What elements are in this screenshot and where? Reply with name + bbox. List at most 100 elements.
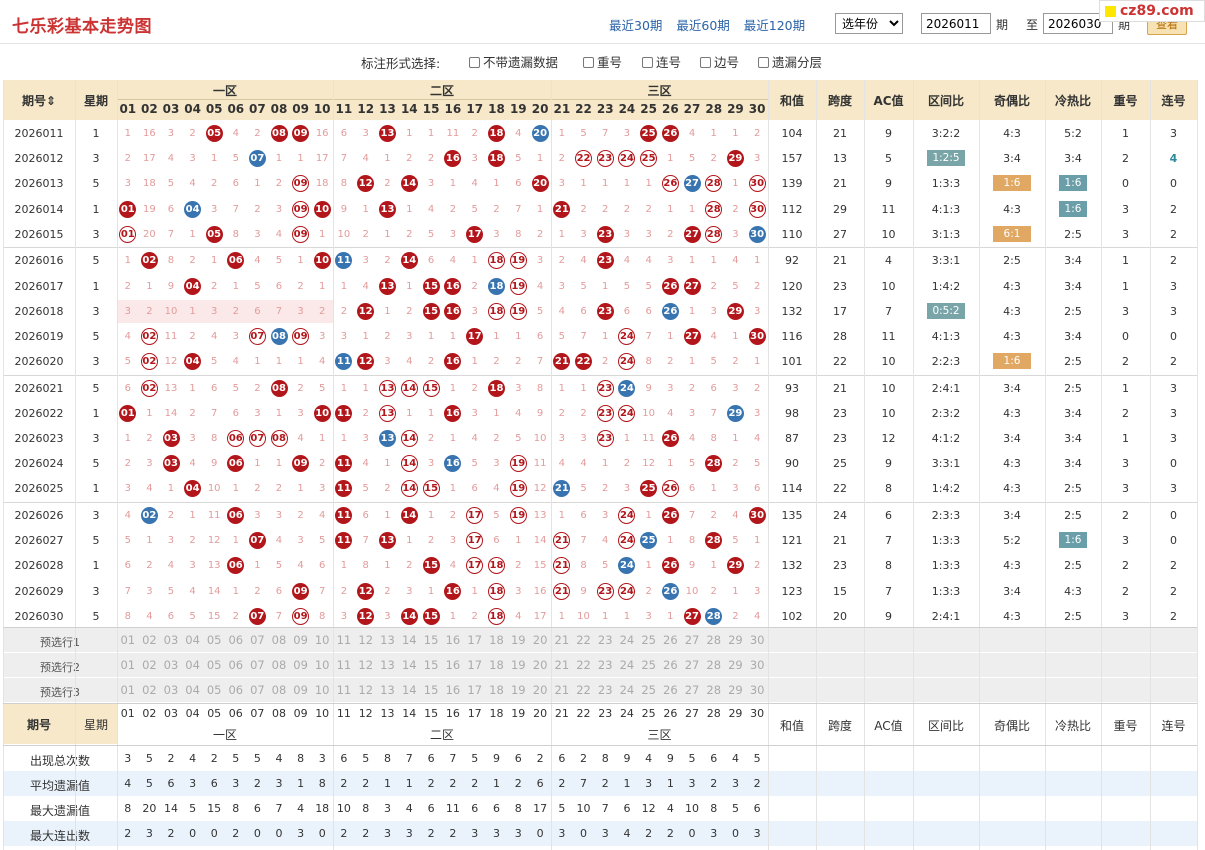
- drawn-number-ball[interactable]: 15: [422, 277, 440, 295]
- preselect-number[interactable]: 16: [445, 683, 461, 697]
- drawn-number-ball[interactable]: 18: [488, 379, 505, 397]
- drawn-number-ball[interactable]: 14: [400, 607, 418, 625]
- drawn-number-ball[interactable]: 18: [488, 277, 505, 295]
- drawn-number-ball[interactable]: 26: [661, 480, 679, 498]
- drawn-number-ball[interactable]: 13: [379, 277, 396, 295]
- drawn-number-ball[interactable]: 24: [618, 353, 636, 371]
- preselect-number[interactable]: 08: [271, 658, 287, 672]
- checkbox-icon[interactable]: [583, 57, 594, 68]
- drawn-number-ball[interactable]: 17: [466, 557, 484, 575]
- drawn-number-ball[interactable]: 23: [596, 150, 614, 168]
- drawn-number-ball[interactable]: 13: [379, 125, 396, 142]
- preselect-number[interactable]: 06: [228, 683, 244, 697]
- preselect-number[interactable]: 04: [185, 633, 200, 647]
- preselect-number[interactable]: 24: [619, 683, 635, 697]
- drawn-number-ball[interactable]: 09: [292, 607, 310, 625]
- preselect-number[interactable]: 28: [706, 633, 722, 647]
- preselect-number[interactable]: 02: [142, 683, 157, 697]
- drawn-number-ball[interactable]: 14: [400, 455, 418, 473]
- checkbox-icon[interactable]: [642, 57, 653, 68]
- preselect-number[interactable]: 14: [401, 658, 417, 672]
- drawn-number-ball[interactable]: 28: [705, 200, 723, 218]
- preselect-number[interactable]: 19: [510, 633, 526, 647]
- drawn-number-ball[interactable]: 04: [184, 480, 202, 498]
- preselect-number[interactable]: 21: [554, 633, 570, 647]
- preselect-number[interactable]: 21: [554, 683, 570, 697]
- drawn-number-ball[interactable]: 07: [248, 150, 266, 168]
- drawn-number-ball[interactable]: 24: [618, 557, 636, 575]
- drawn-number-ball[interactable]: 29: [726, 404, 744, 422]
- preselect-number[interactable]: 01: [120, 683, 136, 697]
- checkbox-icon[interactable]: [700, 57, 711, 68]
- drawn-number-ball[interactable]: 30: [748, 506, 766, 524]
- preselect-number[interactable]: 23: [597, 683, 613, 697]
- drawn-number-ball[interactable]: 30: [748, 327, 766, 345]
- preselect-number[interactable]: 09: [293, 633, 308, 647]
- preselect-number[interactable]: 06: [228, 658, 244, 672]
- drawn-number-ball[interactable]: 17: [466, 327, 484, 345]
- preselect-number[interactable]: 16: [445, 633, 461, 647]
- option-repeat[interactable]: 重号: [583, 52, 622, 71]
- preselect-number[interactable]: 04: [185, 683, 200, 697]
- drawn-number-ball[interactable]: 06: [227, 455, 245, 473]
- option-miss-layer[interactable]: 遗漏分层: [758, 52, 822, 71]
- preselect-number[interactable]: 17: [467, 658, 483, 672]
- preselect-number[interactable]: 26: [663, 633, 678, 647]
- drawn-number-ball[interactable]: 02: [140, 327, 158, 345]
- drawn-number-ball[interactable]: 08: [270, 327, 288, 345]
- option-consecutive[interactable]: 连号: [642, 52, 681, 71]
- preselect-number[interactable]: 07: [250, 633, 265, 647]
- preselect-number[interactable]: 30: [749, 683, 765, 697]
- drawn-number-ball[interactable]: 07: [248, 607, 266, 625]
- drawn-number-ball[interactable]: 06: [227, 557, 245, 575]
- drawn-number-ball[interactable]: 06: [227, 506, 245, 524]
- preselect-number[interactable]: 29: [728, 633, 743, 647]
- drawn-number-ball[interactable]: 18: [488, 252, 505, 270]
- preselect-number[interactable]: 25: [641, 633, 656, 647]
- drawn-number-ball[interactable]: 23: [596, 582, 614, 600]
- drawn-number-ball[interactable]: 06: [227, 252, 245, 270]
- drawn-number-ball[interactable]: 11: [335, 404, 353, 422]
- drawn-number-ball[interactable]: 11: [335, 506, 353, 524]
- preselect-number[interactable]: 10: [314, 658, 330, 672]
- drawn-number-ball[interactable]: 13: [379, 430, 396, 447]
- preselect-number[interactable]: 13: [380, 633, 395, 647]
- drawn-number-ball[interactable]: 11: [335, 252, 353, 270]
- preselect-number[interactable]: 30: [749, 658, 765, 672]
- preselect-number[interactable]: 19: [510, 683, 526, 697]
- drawn-number-ball[interactable]: 10: [313, 404, 331, 422]
- preselect-number[interactable]: 13: [380, 658, 395, 672]
- drawn-number-ball[interactable]: 18: [488, 302, 505, 320]
- drawn-number-ball[interactable]: 14: [400, 379, 418, 397]
- preselect-number[interactable]: 05: [206, 633, 222, 647]
- drawn-number-ball[interactable]: 26: [661, 277, 679, 295]
- drawn-number-ball[interactable]: 26: [661, 430, 679, 447]
- drawn-number-ball[interactable]: 02: [140, 379, 158, 397]
- drawn-number-ball[interactable]: 24: [618, 532, 636, 550]
- preselect-number[interactable]: 27: [684, 633, 700, 647]
- preselect-number[interactable]: 12: [358, 683, 374, 697]
- drawn-number-ball[interactable]: 14: [400, 430, 418, 447]
- preselect-number[interactable]: 05: [206, 683, 222, 697]
- drawn-number-ball[interactable]: 19: [509, 252, 527, 270]
- preselect-number[interactable]: 14: [401, 683, 417, 697]
- preselect-number[interactable]: 02: [142, 633, 157, 647]
- drawn-number-ball[interactable]: 23: [596, 379, 614, 397]
- drawn-number-ball[interactable]: 16: [444, 302, 462, 320]
- drawn-number-ball[interactable]: 12: [357, 175, 375, 193]
- drawn-number-ball[interactable]: 11: [335, 480, 353, 498]
- option-edge[interactable]: 边号: [700, 52, 739, 71]
- preselect-number[interactable]: 05: [206, 658, 222, 672]
- drawn-number-ball[interactable]: 22: [575, 353, 593, 371]
- drawn-number-ball[interactable]: 20: [531, 125, 549, 142]
- preselect-number[interactable]: 08: [271, 683, 287, 697]
- drawn-number-ball[interactable]: 27: [683, 225, 701, 243]
- preselect-number[interactable]: 04: [185, 658, 200, 672]
- drawn-number-ball[interactable]: 22: [575, 150, 593, 168]
- preselect-number[interactable]: 17: [467, 683, 483, 697]
- drawn-number-ball[interactable]: 27: [683, 607, 701, 625]
- drawn-number-ball[interactable]: 04: [184, 353, 202, 371]
- drawn-number-ball[interactable]: 16: [444, 353, 462, 371]
- drawn-number-ball[interactable]: 24: [618, 582, 636, 600]
- preselect-number[interactable]: 15: [423, 658, 439, 672]
